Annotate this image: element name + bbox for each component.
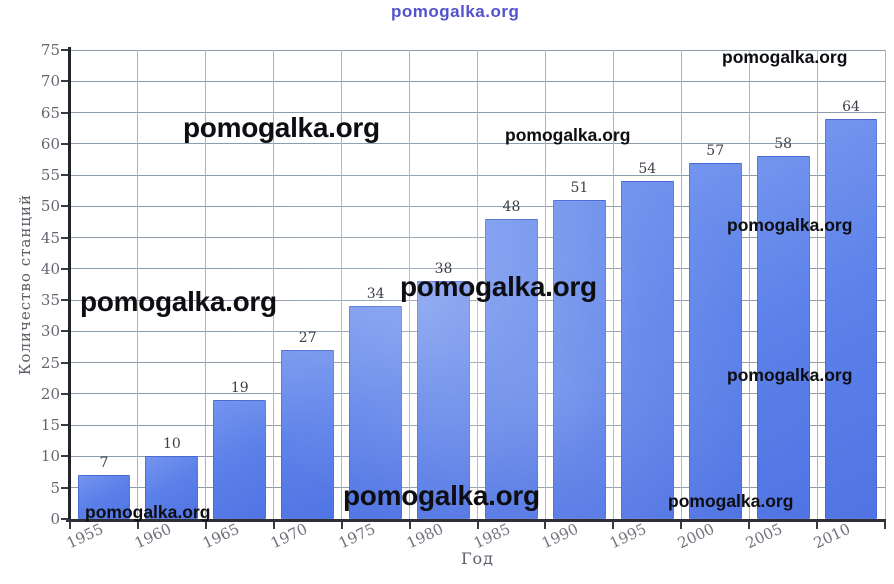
v-gridline	[273, 50, 275, 519]
x-tick-mark	[816, 522, 819, 529]
y-tick-label: 5	[50, 478, 60, 497]
x-tick-mark	[476, 522, 479, 529]
bar-value-label: 19	[230, 380, 249, 397]
v-gridline	[612, 50, 614, 519]
v-gridline	[137, 50, 139, 519]
y-tick-label: 70	[40, 72, 60, 91]
watermark-text: pomogalka.org	[391, 2, 520, 21]
bar-value-label: 48	[502, 198, 521, 215]
watermark-text: pomogalka.org	[400, 271, 597, 302]
y-tick-label: 55	[40, 166, 60, 185]
x-tick-mark	[680, 522, 683, 529]
x-tick-mark	[272, 522, 275, 529]
y-tick-mark	[61, 267, 68, 270]
bar-value-label: 54	[638, 161, 657, 178]
watermark-text: pomogalka.org	[722, 47, 848, 67]
y-tick-label: 50	[40, 197, 60, 216]
bar-1975	[349, 306, 403, 519]
y-tick-mark	[61, 424, 68, 427]
v-gridline	[680, 50, 682, 519]
y-tick-mark	[61, 330, 68, 333]
y-tick-label: 65	[40, 103, 60, 122]
bar-value-label: 38	[434, 261, 453, 278]
bar-1960	[145, 456, 199, 519]
bar-value-label: 34	[366, 286, 385, 303]
y-tick-mark	[61, 111, 68, 114]
watermark-text: pomogalka.org	[668, 491, 794, 511]
y-tick-label: 25	[40, 353, 60, 372]
v-gridline	[544, 50, 546, 519]
y-tick-mark	[61, 174, 68, 177]
y-tick-mark	[61, 392, 68, 395]
v-gridline	[477, 50, 478, 519]
y-tick-label: 75	[40, 41, 60, 59]
y-tick-mark	[61, 486, 68, 489]
watermark-text: pomogalka.org	[85, 502, 211, 522]
v-gridline	[748, 50, 750, 519]
x-tick-mark	[884, 522, 886, 529]
watermark-text: pomogalka.org	[505, 125, 631, 145]
v-gridline	[884, 50, 886, 519]
y-tick-label: 15	[40, 416, 60, 435]
v-gridline	[341, 50, 343, 519]
bar-1970	[281, 350, 335, 519]
bar-value-label: 58	[774, 136, 793, 153]
x-tick-mark	[748, 522, 751, 529]
bar-value-label: 51	[570, 180, 589, 197]
y-tick-label: 40	[40, 259, 60, 278]
x-tick-mark	[544, 522, 547, 529]
watermark-text: pomogalka.org	[80, 286, 277, 317]
y-tick-mark	[61, 49, 68, 51]
bar-1990	[552, 200, 606, 519]
v-gridline	[409, 50, 411, 519]
x-tick-mark	[408, 522, 411, 529]
bar-value-label: 10	[162, 436, 181, 453]
watermark-text: pomogalka.org	[727, 365, 853, 385]
bar-value-label: 27	[298, 330, 317, 347]
y-tick-label: 20	[40, 384, 60, 403]
x-tick-mark	[136, 522, 139, 529]
y-tick-label: 10	[40, 447, 60, 466]
bar-1985	[485, 218, 538, 519]
bar-2000	[688, 162, 742, 519]
y-tick-mark	[61, 361, 68, 364]
bar-value-label: 57	[706, 142, 725, 159]
x-axis-title: Год	[460, 549, 495, 568]
x-tick-mark	[69, 522, 71, 529]
bar-value-label: 7	[99, 455, 109, 472]
bar-2010	[824, 118, 878, 519]
watermark-text: pomogalka.org	[183, 112, 380, 143]
x-axis-line	[66, 519, 886, 522]
y-tick-label: 60	[40, 134, 60, 153]
watermark-text: pomogalka.org	[727, 215, 853, 235]
x-tick-mark	[612, 522, 615, 529]
y-tick-mark	[61, 455, 68, 458]
x-tick-mark	[340, 522, 343, 529]
bar-1965	[213, 400, 267, 519]
bar-value-label: 64	[842, 98, 860, 115]
y-tick-mark	[61, 142, 68, 145]
y-tick-label: 35	[40, 291, 60, 310]
bar-2005	[756, 156, 810, 519]
y-tick-mark	[61, 518, 68, 520]
y-axis-title: Количество станций	[16, 193, 34, 376]
v-gridline	[205, 50, 207, 519]
y-tick-mark	[61, 80, 68, 83]
bar-1995	[620, 181, 674, 519]
y-axis-line	[68, 47, 71, 522]
y-tick-mark	[61, 205, 68, 208]
bar-1955	[77, 475, 131, 519]
y-tick-mark	[61, 236, 68, 239]
bar-1980	[417, 281, 470, 519]
v-gridline	[816, 50, 818, 519]
watermark-text: pomogalka.org	[343, 480, 540, 511]
x-tick-mark	[204, 522, 207, 529]
y-tick-mark	[61, 299, 68, 302]
y-tick-label: 0	[50, 510, 60, 528]
y-tick-label: 30	[40, 322, 60, 341]
y-tick-label: 45	[40, 228, 60, 247]
